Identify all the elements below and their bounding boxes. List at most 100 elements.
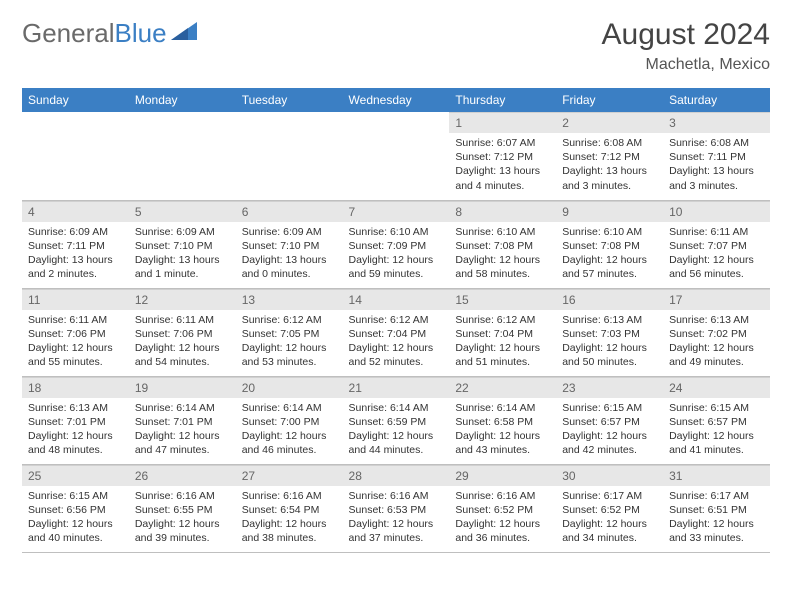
calendar-day-cell: 19Sunrise: 6:14 AMSunset: 7:01 PMDayligh…: [129, 376, 236, 464]
daylight-text: Daylight: 13 hours and 1 minute.: [135, 253, 230, 281]
daylight-text: Daylight: 12 hours and 47 minutes.: [135, 429, 230, 457]
day-number: 22: [449, 377, 556, 398]
daylight-text: Daylight: 12 hours and 53 minutes.: [242, 341, 337, 369]
location-label: Machetla, Mexico: [602, 56, 770, 74]
day-info: Sunrise: 6:13 AMSunset: 7:02 PMDaylight:…: [663, 310, 770, 374]
sunrise-text: Sunrise: 6:09 AM: [242, 225, 337, 239]
calendar-day-cell: 9Sunrise: 6:10 AMSunset: 7:08 PMDaylight…: [556, 200, 663, 288]
sunrise-text: Sunrise: 6:14 AM: [242, 401, 337, 415]
sunrise-text: Sunrise: 6:16 AM: [135, 489, 230, 503]
brand-part2: Blue: [115, 18, 167, 49]
day-info: Sunrise: 6:16 AMSunset: 6:55 PMDaylight:…: [129, 486, 236, 550]
daylight-text: Daylight: 13 hours and 4 minutes.: [455, 164, 550, 192]
day-info: Sunrise: 6:10 AMSunset: 7:08 PMDaylight:…: [449, 222, 556, 286]
sunset-text: Sunset: 6:51 PM: [669, 503, 764, 517]
sunrise-text: Sunrise: 6:12 AM: [455, 313, 550, 327]
calendar-day-cell: 11Sunrise: 6:11 AMSunset: 7:06 PMDayligh…: [22, 288, 129, 376]
weekday-header: Saturday: [663, 88, 770, 112]
sunset-text: Sunset: 7:12 PM: [455, 150, 550, 164]
day-number: 15: [449, 289, 556, 310]
sunset-text: Sunset: 6:53 PM: [349, 503, 444, 517]
day-info: Sunrise: 6:15 AMSunset: 6:57 PMDaylight:…: [663, 398, 770, 462]
daylight-text: Daylight: 12 hours and 39 minutes.: [135, 517, 230, 545]
sunset-text: Sunset: 7:00 PM: [242, 415, 337, 429]
day-number: 12: [129, 289, 236, 310]
day-info: Sunrise: 6:16 AMSunset: 6:53 PMDaylight:…: [343, 486, 450, 550]
calendar-day-cell: [129, 112, 236, 200]
weekday-header: Tuesday: [236, 88, 343, 112]
sunset-text: Sunset: 7:02 PM: [669, 327, 764, 341]
sunset-text: Sunset: 7:11 PM: [28, 239, 123, 253]
sunset-text: Sunset: 7:11 PM: [669, 150, 764, 164]
calendar-day-cell: 14Sunrise: 6:12 AMSunset: 7:04 PMDayligh…: [343, 288, 450, 376]
daylight-text: Daylight: 12 hours and 41 minutes.: [669, 429, 764, 457]
calendar-week-row: 4Sunrise: 6:09 AMSunset: 7:11 PMDaylight…: [22, 200, 770, 288]
day-number: 30: [556, 465, 663, 486]
weekday-header: Thursday: [449, 88, 556, 112]
day-info: Sunrise: 6:15 AMSunset: 6:56 PMDaylight:…: [22, 486, 129, 550]
day-number: 3: [663, 112, 770, 133]
daylight-text: Daylight: 12 hours and 34 minutes.: [562, 517, 657, 545]
sunrise-text: Sunrise: 6:07 AM: [455, 136, 550, 150]
daylight-text: Daylight: 12 hours and 50 minutes.: [562, 341, 657, 369]
sunset-text: Sunset: 7:06 PM: [28, 327, 123, 341]
sunset-text: Sunset: 6:55 PM: [135, 503, 230, 517]
day-info: Sunrise: 6:12 AMSunset: 7:05 PMDaylight:…: [236, 310, 343, 374]
weekday-header: Monday: [129, 88, 236, 112]
day-number: 4: [22, 201, 129, 222]
day-info: Sunrise: 6:17 AMSunset: 6:51 PMDaylight:…: [663, 486, 770, 550]
day-info: Sunrise: 6:16 AMSunset: 6:52 PMDaylight:…: [449, 486, 556, 550]
calendar-day-cell: 17Sunrise: 6:13 AMSunset: 7:02 PMDayligh…: [663, 288, 770, 376]
calendar-week-row: 18Sunrise: 6:13 AMSunset: 7:01 PMDayligh…: [22, 376, 770, 464]
calendar-week-row: 1Sunrise: 6:07 AMSunset: 7:12 PMDaylight…: [22, 112, 770, 200]
calendar-day-cell: 4 Sunrise: 6:09 AMSunset: 7:11 PMDaylight…: [22, 200, 129, 288]
calendar-day-cell: 27Sunrise: 6:16 AMSunset: 6:54 PMDayligh…: [236, 464, 343, 552]
sunrise-text: Sunrise: 6:11 AM: [135, 313, 230, 327]
day-number: 31: [663, 465, 770, 486]
sunset-text: Sunset: 7:08 PM: [562, 239, 657, 253]
sunset-text: Sunset: 6:59 PM: [349, 415, 444, 429]
sunrise-text: Sunrise: 6:14 AM: [135, 401, 230, 415]
daylight-text: Daylight: 13 hours and 3 minutes.: [562, 164, 657, 192]
day-number: 14: [343, 289, 450, 310]
daylight-text: Daylight: 12 hours and 59 minutes.: [349, 253, 444, 281]
month-title: August 2024: [602, 18, 770, 52]
daylight-text: Daylight: 13 hours and 0 minutes.: [242, 253, 337, 281]
day-number: 7: [343, 201, 450, 222]
daylight-text: Daylight: 12 hours and 51 minutes.: [455, 341, 550, 369]
sunset-text: Sunset: 7:06 PM: [135, 327, 230, 341]
weekday-header: Friday: [556, 88, 663, 112]
day-number: 16: [556, 289, 663, 310]
sunset-text: Sunset: 7:01 PM: [28, 415, 123, 429]
calendar-day-cell: 6Sunrise: 6:09 AMSunset: 7:10 PMDaylight…: [236, 200, 343, 288]
day-info: Sunrise: 6:08 AMSunset: 7:11 PMDaylight:…: [663, 133, 770, 197]
daylight-text: Daylight: 12 hours and 36 minutes.: [455, 517, 550, 545]
sunset-text: Sunset: 6:54 PM: [242, 503, 337, 517]
daylight-text: Daylight: 12 hours and 58 minutes.: [455, 253, 550, 281]
day-number: 23: [556, 377, 663, 398]
sunrise-text: Sunrise: 6:16 AM: [242, 489, 337, 503]
daylight-text: Daylight: 12 hours and 54 minutes.: [135, 341, 230, 369]
daylight-text: Daylight: 12 hours and 52 minutes.: [349, 341, 444, 369]
calendar-table: Sunday Monday Tuesday Wednesday Thursday…: [22, 88, 770, 553]
calendar-week-row: 11Sunrise: 6:11 AMSunset: 7:06 PMDayligh…: [22, 288, 770, 376]
day-info: Sunrise: 6:15 AMSunset: 6:57 PMDaylight:…: [556, 398, 663, 462]
sunrise-text: Sunrise: 6:10 AM: [455, 225, 550, 239]
day-info: Sunrise: 6:11 AMSunset: 7:06 PMDaylight:…: [22, 310, 129, 374]
calendar-day-cell: [343, 112, 450, 200]
calendar-day-cell: 20Sunrise: 6:14 AMSunset: 7:00 PMDayligh…: [236, 376, 343, 464]
day-info: Sunrise: 6:09 AMSunset: 7:10 PMDaylight:…: [129, 222, 236, 286]
sunset-text: Sunset: 6:58 PM: [455, 415, 550, 429]
calendar-day-cell: 15 Sunrise: 6:12 AMSunset: 7:04 PMDayligh…: [449, 288, 556, 376]
day-info: Sunrise: 6:08 AMSunset: 7:12 PMDaylight:…: [556, 133, 663, 197]
calendar-day-cell: 2Sunrise: 6:08 AMSunset: 7:12 PMDaylight…: [556, 112, 663, 200]
sunset-text: Sunset: 7:04 PM: [455, 327, 550, 341]
sunrise-text: Sunrise: 6:09 AM: [28, 225, 123, 239]
daylight-text: Daylight: 12 hours and 37 minutes.: [349, 517, 444, 545]
day-info: Sunrise: 6:14 AMSunset: 7:00 PMDaylight:…: [236, 398, 343, 462]
daylight-text: Daylight: 13 hours and 2 minutes.: [28, 253, 123, 281]
day-info: Sunrise: 6:14 AMSunset: 6:59 PMDaylight:…: [343, 398, 450, 462]
day-number: 9: [556, 201, 663, 222]
daylight-text: Daylight: 12 hours and 48 minutes.: [28, 429, 123, 457]
calendar-day-cell: 18Sunrise: 6:13 AMSunset: 7:01 PMDayligh…: [22, 376, 129, 464]
